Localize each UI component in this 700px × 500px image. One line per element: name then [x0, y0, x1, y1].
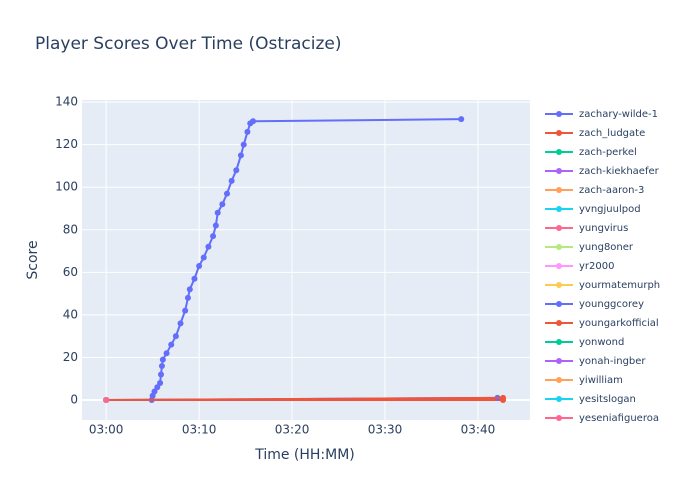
data-point — [244, 128, 251, 135]
data-point — [154, 384, 161, 391]
x-tick-label: 03:10 — [182, 423, 217, 437]
legend-marker — [556, 263, 562, 269]
legend-marker — [556, 396, 562, 402]
legend-marker — [556, 187, 562, 193]
legend-marker — [556, 225, 562, 231]
data-point — [228, 177, 235, 184]
legend-marker — [556, 301, 562, 307]
legend-marker — [556, 358, 562, 364]
data-point — [196, 262, 203, 269]
legend-marker — [556, 130, 562, 136]
y-axis-label: Score — [25, 240, 41, 279]
data-point — [205, 243, 212, 250]
data-point — [210, 233, 217, 240]
legend-marker — [556, 377, 562, 383]
data-point — [184, 294, 191, 301]
legend-label: yeseniafigueroa — [579, 413, 659, 424]
x-axis-label: Time (HH:MM) — [254, 447, 355, 463]
x-tick-label: 03:30 — [368, 423, 403, 437]
data-point — [214, 209, 221, 216]
data-point — [191, 275, 198, 282]
y-tick-label: 40 — [63, 307, 78, 321]
legend-marker — [556, 320, 562, 326]
legend-marker — [556, 149, 562, 155]
data-point — [158, 362, 165, 369]
data-point — [172, 333, 179, 340]
legend-label: yiwilliam — [579, 375, 623, 386]
x-tick-label: 03:00 — [89, 423, 124, 437]
plot-area — [82, 100, 530, 420]
data-point — [159, 356, 166, 363]
legend-label: youngarkofficial — [579, 318, 659, 329]
legend-marker — [556, 206, 562, 212]
data-point — [219, 201, 226, 208]
legend-label: zach-perkel — [579, 147, 637, 158]
y-tick-label: 120 — [55, 137, 78, 151]
y-tick-label: 100 — [55, 180, 78, 194]
y-tick-label: 140 — [55, 95, 78, 109]
data-point — [233, 167, 240, 174]
x-tick-label: 03:20 — [275, 423, 310, 437]
legend-label: yourmatemurph — [579, 280, 660, 291]
legend-label: zach_ludgate — [579, 128, 645, 139]
legend-label: yonah-ingber — [579, 356, 646, 367]
data-point — [250, 118, 257, 125]
data-point — [103, 397, 110, 403]
data-point — [500, 394, 507, 401]
legend-label: yesitslogan — [579, 394, 636, 405]
y-tick-label: 20 — [63, 350, 78, 364]
chart-title: Player Scores Over Time (Ostracize) — [35, 34, 342, 54]
data-point — [237, 152, 244, 159]
data-point — [186, 286, 193, 293]
y-tick-label: 80 — [63, 222, 78, 236]
legend-marker — [556, 168, 562, 174]
legend-label: yonwond — [579, 337, 624, 348]
data-point — [212, 222, 219, 229]
legend-marker — [556, 244, 562, 250]
data-point — [240, 141, 247, 148]
legend-label: zachary-wilde-1 — [579, 109, 658, 120]
legend-label: yvngjuulpod — [579, 204, 641, 215]
legend-marker — [556, 339, 562, 345]
legend-label: yungvirus — [579, 223, 628, 234]
legend-marker — [556, 282, 562, 288]
legend-marker — [556, 111, 562, 117]
data-point — [157, 379, 164, 386]
data-point — [168, 341, 175, 348]
x-tick-label: 03:40 — [461, 423, 496, 437]
legend-label: yr2000 — [579, 261, 614, 272]
data-point — [158, 371, 165, 378]
data-point — [200, 254, 207, 261]
y-tick-label: 60 — [63, 265, 78, 279]
legend-label: zach-aaron-3 — [579, 185, 644, 196]
y-tick-label: 0 — [70, 393, 78, 407]
legend-label: zach-kiekhaefer — [579, 166, 660, 177]
legend-label: younggcorey — [579, 299, 644, 310]
legend-marker — [556, 415, 562, 421]
data-point — [458, 116, 465, 123]
data-point — [151, 388, 158, 395]
data-point — [223, 190, 230, 197]
series-line — [106, 396, 504, 401]
data-point — [182, 307, 189, 314]
data-point — [163, 350, 170, 357]
data-point — [177, 320, 184, 327]
legend: zachary-wilde-1 zach_ludgate zach-perkel za… — [545, 109, 660, 424]
legend-label: yung8oner — [579, 242, 634, 253]
plot — [103, 116, 507, 403]
